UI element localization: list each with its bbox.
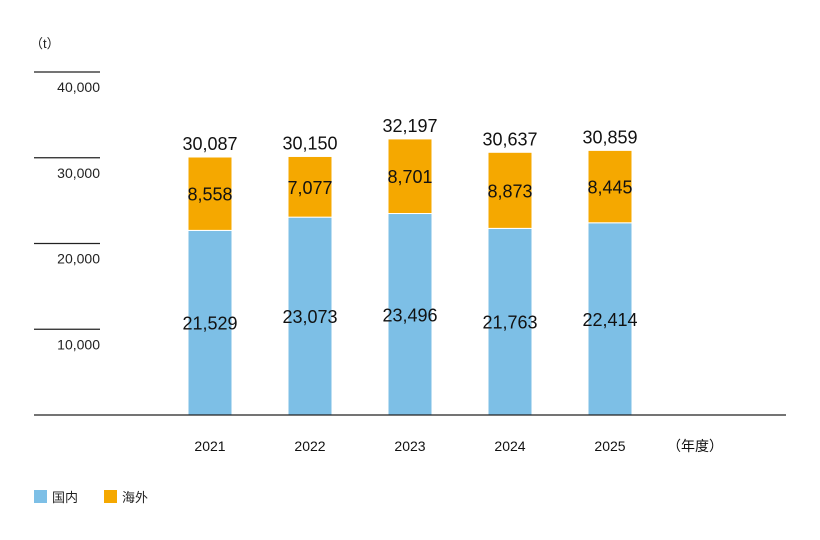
y-unit-label: （t） <box>30 36 60 51</box>
data-label: 8,701 <box>387 167 432 187</box>
bar-segment-overseas <box>187 156 233 231</box>
data-label: 23,073 <box>282 307 337 327</box>
legend-swatch <box>104 490 117 503</box>
legend-label: 海外 <box>122 490 148 505</box>
total-label: 32,197 <box>382 116 437 136</box>
y-tick-label: 20,000 <box>57 251 100 267</box>
bar-segment-overseas <box>387 138 433 215</box>
bar-segment-domestic <box>387 213 433 416</box>
data-label: 8,558 <box>187 185 232 205</box>
x-unit-label: （年度） <box>667 438 723 454</box>
x-tick-label: 2021 <box>194 438 225 454</box>
bars: 21,529 8,558 30,087 23,073 7,077 30,150 23,496… <box>182 116 638 416</box>
data-label: 21,763 <box>482 313 537 333</box>
total-label: 30,150 <box>282 133 337 153</box>
x-tick-label: 2025 <box>594 438 625 454</box>
x-tick-label: 2022 <box>294 438 325 454</box>
bar-segment-overseas <box>487 151 533 229</box>
data-label: 8,445 <box>587 178 632 198</box>
data-label: 7,077 <box>287 178 332 198</box>
y-tick-label: 40,000 <box>57 79 100 95</box>
data-label: 21,529 <box>182 314 237 334</box>
legend: 国内 海外 <box>34 490 148 505</box>
y-tick-label: 10,000 <box>57 336 100 352</box>
x-axis: 2021 2022 2023 2024 2025 <box>34 414 786 454</box>
data-label: 22,414 <box>582 310 637 330</box>
bar-segment-domestic <box>587 222 633 416</box>
bar-segment-domestic <box>287 216 333 416</box>
data-label: 8,873 <box>487 181 532 201</box>
x-tick-label: 2023 <box>394 438 425 454</box>
y-tick-label: 30,000 <box>57 165 100 181</box>
legend-label: 国内 <box>52 490 78 505</box>
total-label: 30,637 <box>482 129 537 149</box>
bar-segment-domestic <box>187 229 233 416</box>
bar-segment-domestic <box>487 227 533 416</box>
bar-segment-overseas <box>587 149 633 224</box>
legend-swatch <box>34 490 47 503</box>
bar-segment-overseas <box>287 155 333 218</box>
x-tick-label: 2024 <box>494 438 525 454</box>
total-label: 30,087 <box>182 134 237 154</box>
y-axis: 10,000 20,000 30,000 40,000 <box>34 71 100 352</box>
total-label: 30,859 <box>582 127 637 147</box>
data-label: 23,496 <box>382 305 437 325</box>
